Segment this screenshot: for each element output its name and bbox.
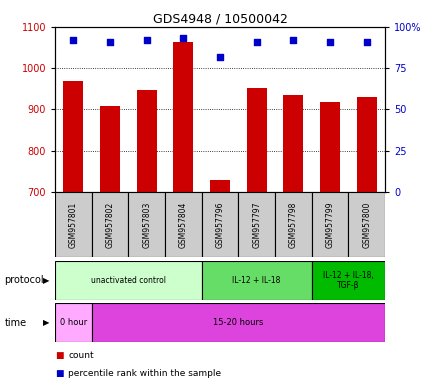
Text: GSM957802: GSM957802 xyxy=(106,202,114,248)
Bar xyxy=(275,192,312,257)
Bar xyxy=(92,303,385,342)
Point xyxy=(143,37,150,43)
Text: ■: ■ xyxy=(55,369,63,378)
Bar xyxy=(356,97,377,192)
Bar xyxy=(173,42,194,192)
Bar xyxy=(128,192,165,257)
Text: time: time xyxy=(4,318,26,328)
Bar xyxy=(202,192,238,257)
Text: ▶: ▶ xyxy=(43,318,49,327)
Text: GSM957800: GSM957800 xyxy=(362,202,371,248)
Point xyxy=(290,37,297,43)
Bar xyxy=(283,94,304,192)
Text: 15-20 hours: 15-20 hours xyxy=(213,318,264,327)
Bar xyxy=(136,89,157,192)
Text: GSM957801: GSM957801 xyxy=(69,202,78,248)
Text: GSM957799: GSM957799 xyxy=(326,201,334,248)
Point xyxy=(253,39,260,45)
Text: IL-12 + IL-18: IL-12 + IL-18 xyxy=(232,276,281,285)
Point xyxy=(106,39,114,45)
Text: GSM957804: GSM957804 xyxy=(179,202,188,248)
Bar xyxy=(210,180,230,192)
Bar xyxy=(312,192,348,257)
Text: ▶: ▶ xyxy=(43,276,49,285)
Bar xyxy=(55,192,92,257)
Point xyxy=(363,39,370,45)
Bar xyxy=(238,192,275,257)
Text: IL-12 + IL-18,
TGF-β: IL-12 + IL-18, TGF-β xyxy=(323,271,374,290)
Point xyxy=(70,37,77,43)
Bar xyxy=(202,261,312,300)
Text: GSM957796: GSM957796 xyxy=(216,201,224,248)
Text: 0 hour: 0 hour xyxy=(60,318,87,327)
Bar xyxy=(55,261,202,300)
Text: count: count xyxy=(68,351,94,360)
Bar xyxy=(63,81,84,192)
Text: ■: ■ xyxy=(55,351,63,360)
Text: percentile rank within the sample: percentile rank within the sample xyxy=(68,369,221,378)
Text: GSM957798: GSM957798 xyxy=(289,202,298,248)
Bar xyxy=(348,192,385,257)
Text: protocol: protocol xyxy=(4,275,44,285)
Point xyxy=(180,35,187,41)
Text: GSM957797: GSM957797 xyxy=(252,201,261,248)
Bar xyxy=(320,102,340,192)
Bar xyxy=(312,261,385,300)
Bar xyxy=(100,106,120,192)
Bar xyxy=(165,192,202,257)
Point xyxy=(216,53,224,60)
Point xyxy=(326,39,334,45)
Text: unactivated control: unactivated control xyxy=(91,276,166,285)
Bar xyxy=(55,303,92,342)
Bar xyxy=(92,192,128,257)
Text: GSM957803: GSM957803 xyxy=(142,202,151,248)
Bar xyxy=(246,88,267,192)
Title: GDS4948 / 10500042: GDS4948 / 10500042 xyxy=(153,13,287,26)
